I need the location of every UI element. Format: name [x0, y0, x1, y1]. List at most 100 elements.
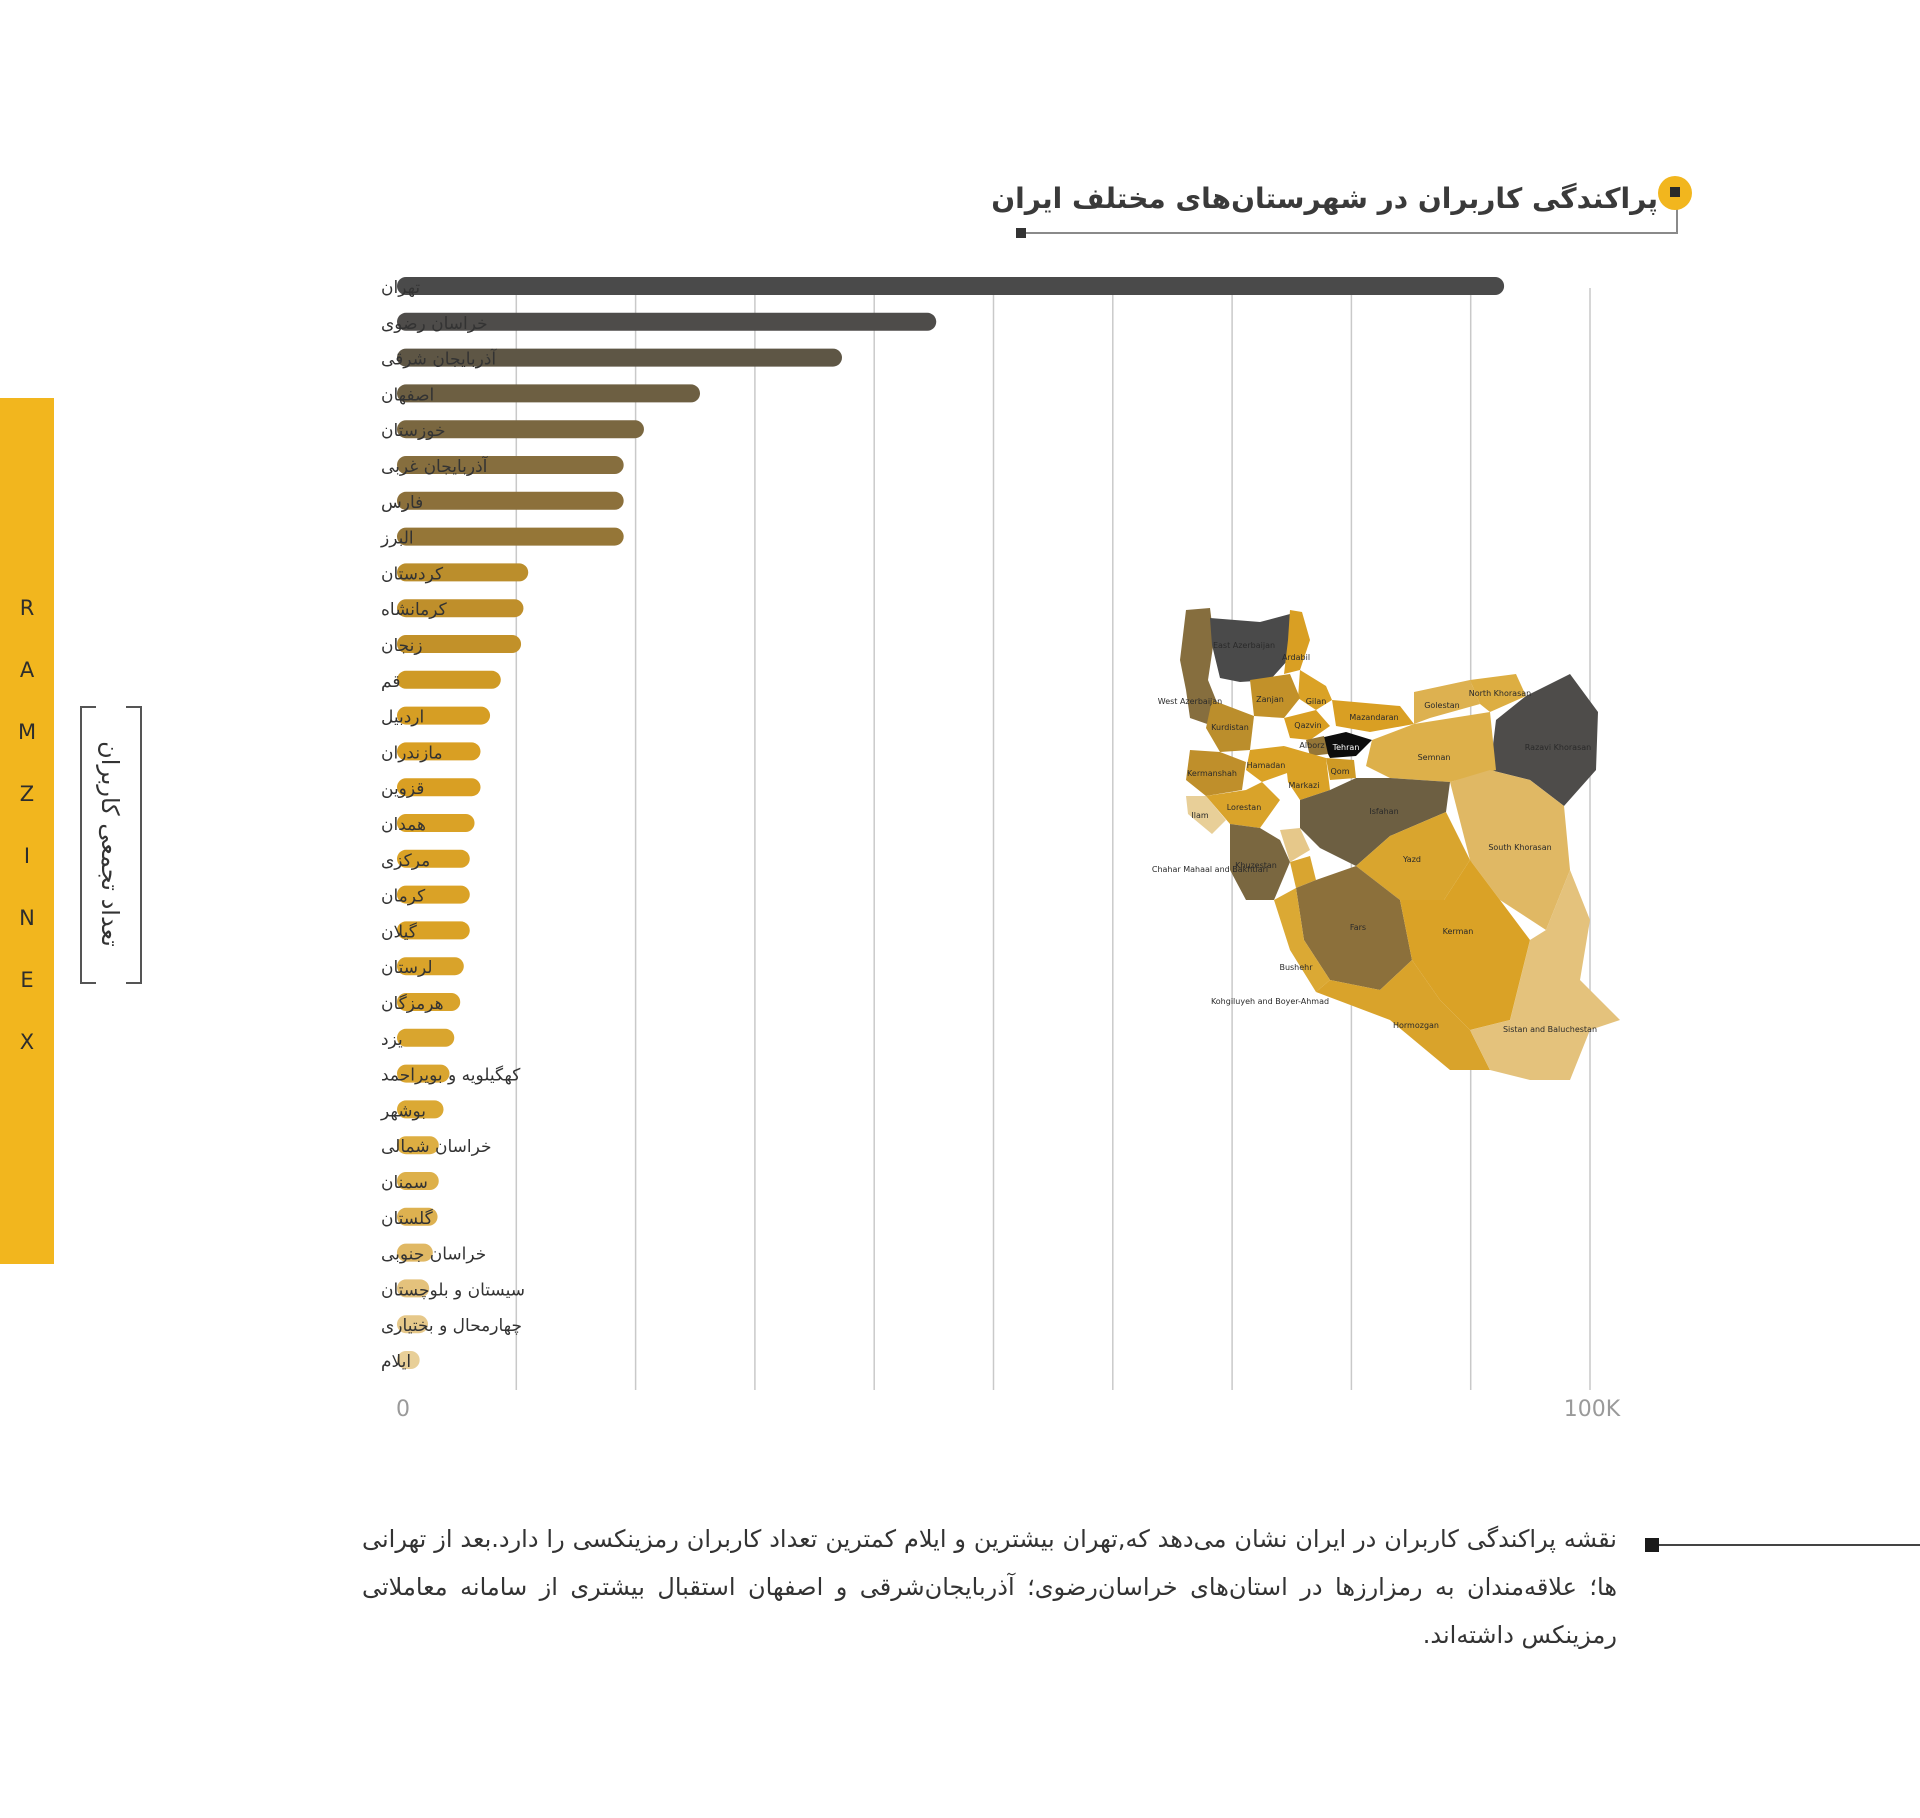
bar [397, 491, 624, 510]
map-label: Kermanshah [1187, 769, 1237, 778]
bar [397, 885, 470, 904]
map-province-hormozgan [1316, 960, 1490, 1070]
category-label: آذربایجان غربی [381, 455, 489, 477]
bar [397, 1279, 430, 1298]
category-label: کرمان [381, 887, 426, 907]
map-province-north-khorasan [1470, 674, 1526, 712]
category-label: خوزستان [381, 421, 446, 441]
brand-letter: Z [19, 782, 35, 806]
bar [397, 742, 481, 761]
map-label: Kerman [1443, 927, 1474, 936]
bar [397, 1243, 433, 1262]
chart-category-labels: تهران خراسان رضوی آذربایجان شرقی اصفهان خوزس… [380, 278, 525, 1372]
map-label: Semnan [1418, 753, 1451, 762]
title-connector [1676, 200, 1678, 234]
x-tick-label: 100K [1564, 1397, 1621, 1422]
category-label: زنجان [381, 636, 423, 656]
bar [397, 957, 464, 976]
map-label: Khuzestan [1235, 861, 1277, 870]
brand-letter: A [19, 658, 35, 682]
map-province-bushehr [1274, 888, 1330, 992]
category-label: چهارمحال و بختیاری [381, 1316, 522, 1336]
category-label: مرکزی [381, 851, 430, 871]
map-label: West Azerbaijan [1158, 697, 1223, 706]
map-province-alborz [1306, 736, 1328, 756]
brand-letter: E [20, 968, 34, 992]
map-provinces [1180, 608, 1620, 1080]
bar [397, 1207, 438, 1226]
map-province-gilan [1298, 670, 1332, 710]
map-province-mazandaran [1332, 700, 1414, 732]
bar [397, 563, 529, 582]
map-province-lorestan [1206, 782, 1280, 828]
bar [397, 706, 491, 725]
category-label: کهگیلویه و بویراحمد [381, 1065, 521, 1086]
axis-label-bracket-right [126, 706, 142, 984]
bar [397, 456, 624, 474]
category-label: سمنان [381, 1173, 428, 1193]
map-label: Razavi Khorasan [1525, 743, 1591, 752]
brand-letter: I [23, 844, 31, 868]
map-province-kohgiluyeh [1290, 856, 1316, 888]
bar [397, 1351, 420, 1369]
map-label: Mazandaran [1349, 713, 1398, 722]
brand-band [0, 398, 54, 1264]
map-label: Gilan [1306, 697, 1327, 706]
map-province-tehran [1320, 732, 1372, 758]
map-province-razavi-khorasan [1490, 674, 1598, 806]
bar [397, 1064, 450, 1083]
category-label: بوشهر [380, 1101, 426, 1121]
category-label: قزوین [381, 779, 424, 799]
map-province-east-azerbaijan [1210, 614, 1290, 682]
bar [397, 670, 501, 689]
map-label: Hormozgan [1393, 1021, 1439, 1030]
map-label: Yazd [1402, 855, 1421, 864]
category-label: فارس [381, 493, 423, 513]
chart-tick-labels: 0 100K [396, 1397, 1621, 1422]
title-end-marker [1016, 228, 1026, 238]
page-title: پراکندگی کاربران در شهرستان‌های مختلف ای… [991, 182, 1658, 215]
category-label: سیستان و بلوچستان [381, 1280, 525, 1300]
map-label: Kohgiluyeh and Boyer-Ahmad [1211, 997, 1329, 1006]
category-label: مازندران [381, 743, 443, 763]
category-label: گیلان [381, 921, 418, 942]
bar [397, 384, 701, 403]
map-label: Markazi [1289, 781, 1320, 790]
bar [397, 348, 842, 367]
bar [397, 635, 522, 653]
note-rule [1659, 1544, 1920, 1546]
bar [397, 921, 470, 940]
map-label: Chahar Mahaal and Bakhtiari [1152, 865, 1268, 874]
category-label: تهران [381, 278, 420, 298]
category-label: یزد [381, 1030, 403, 1050]
chart-title-block: پراکندگی کاربران در شهرستان‌های مختلف ای… [991, 170, 1700, 240]
bar [397, 778, 481, 797]
category-label: آذربایجان شرقی [381, 348, 497, 370]
map-province-kurdistan [1206, 700, 1254, 752]
iran-provinces-map: Ardabil Gilan Zanjan Qazvin Mazandaran Golest… [1152, 608, 1620, 1080]
map-label: Sistan and Baluchestan [1503, 1025, 1597, 1034]
bar [397, 312, 937, 331]
map-label: Qazvin [1294, 721, 1321, 730]
map-province-fars [1296, 866, 1412, 990]
map-province-qazvin [1284, 710, 1330, 740]
map-province-sistan [1470, 870, 1620, 1080]
map-label: Ilam [1191, 811, 1208, 820]
brand-letter: M [17, 720, 37, 744]
map-label: North Khorasan [1469, 689, 1531, 698]
x-tick-label: 0 [396, 1397, 410, 1422]
category-label: گلستان [381, 1208, 434, 1229]
bar [397, 814, 475, 832]
category-label: کردستان [381, 564, 444, 584]
category-label: اردبیل [381, 708, 424, 728]
category-label: هرمزگان [381, 993, 444, 1014]
category-label: خراسان شمالی [381, 1137, 492, 1157]
bar [397, 993, 461, 1011]
bar [397, 1136, 439, 1155]
map-province-south-khorasan [1450, 770, 1570, 930]
chart-bars [397, 277, 1505, 1369]
map-province-khuzestan [1230, 824, 1290, 900]
category-label: خراسان رضوی [381, 314, 488, 334]
category-label: اصفهان [381, 385, 434, 405]
bar-chart: تهران خراسان رضوی آذربایجان شرقی اصفهان خوزس… [380, 277, 1621, 1422]
